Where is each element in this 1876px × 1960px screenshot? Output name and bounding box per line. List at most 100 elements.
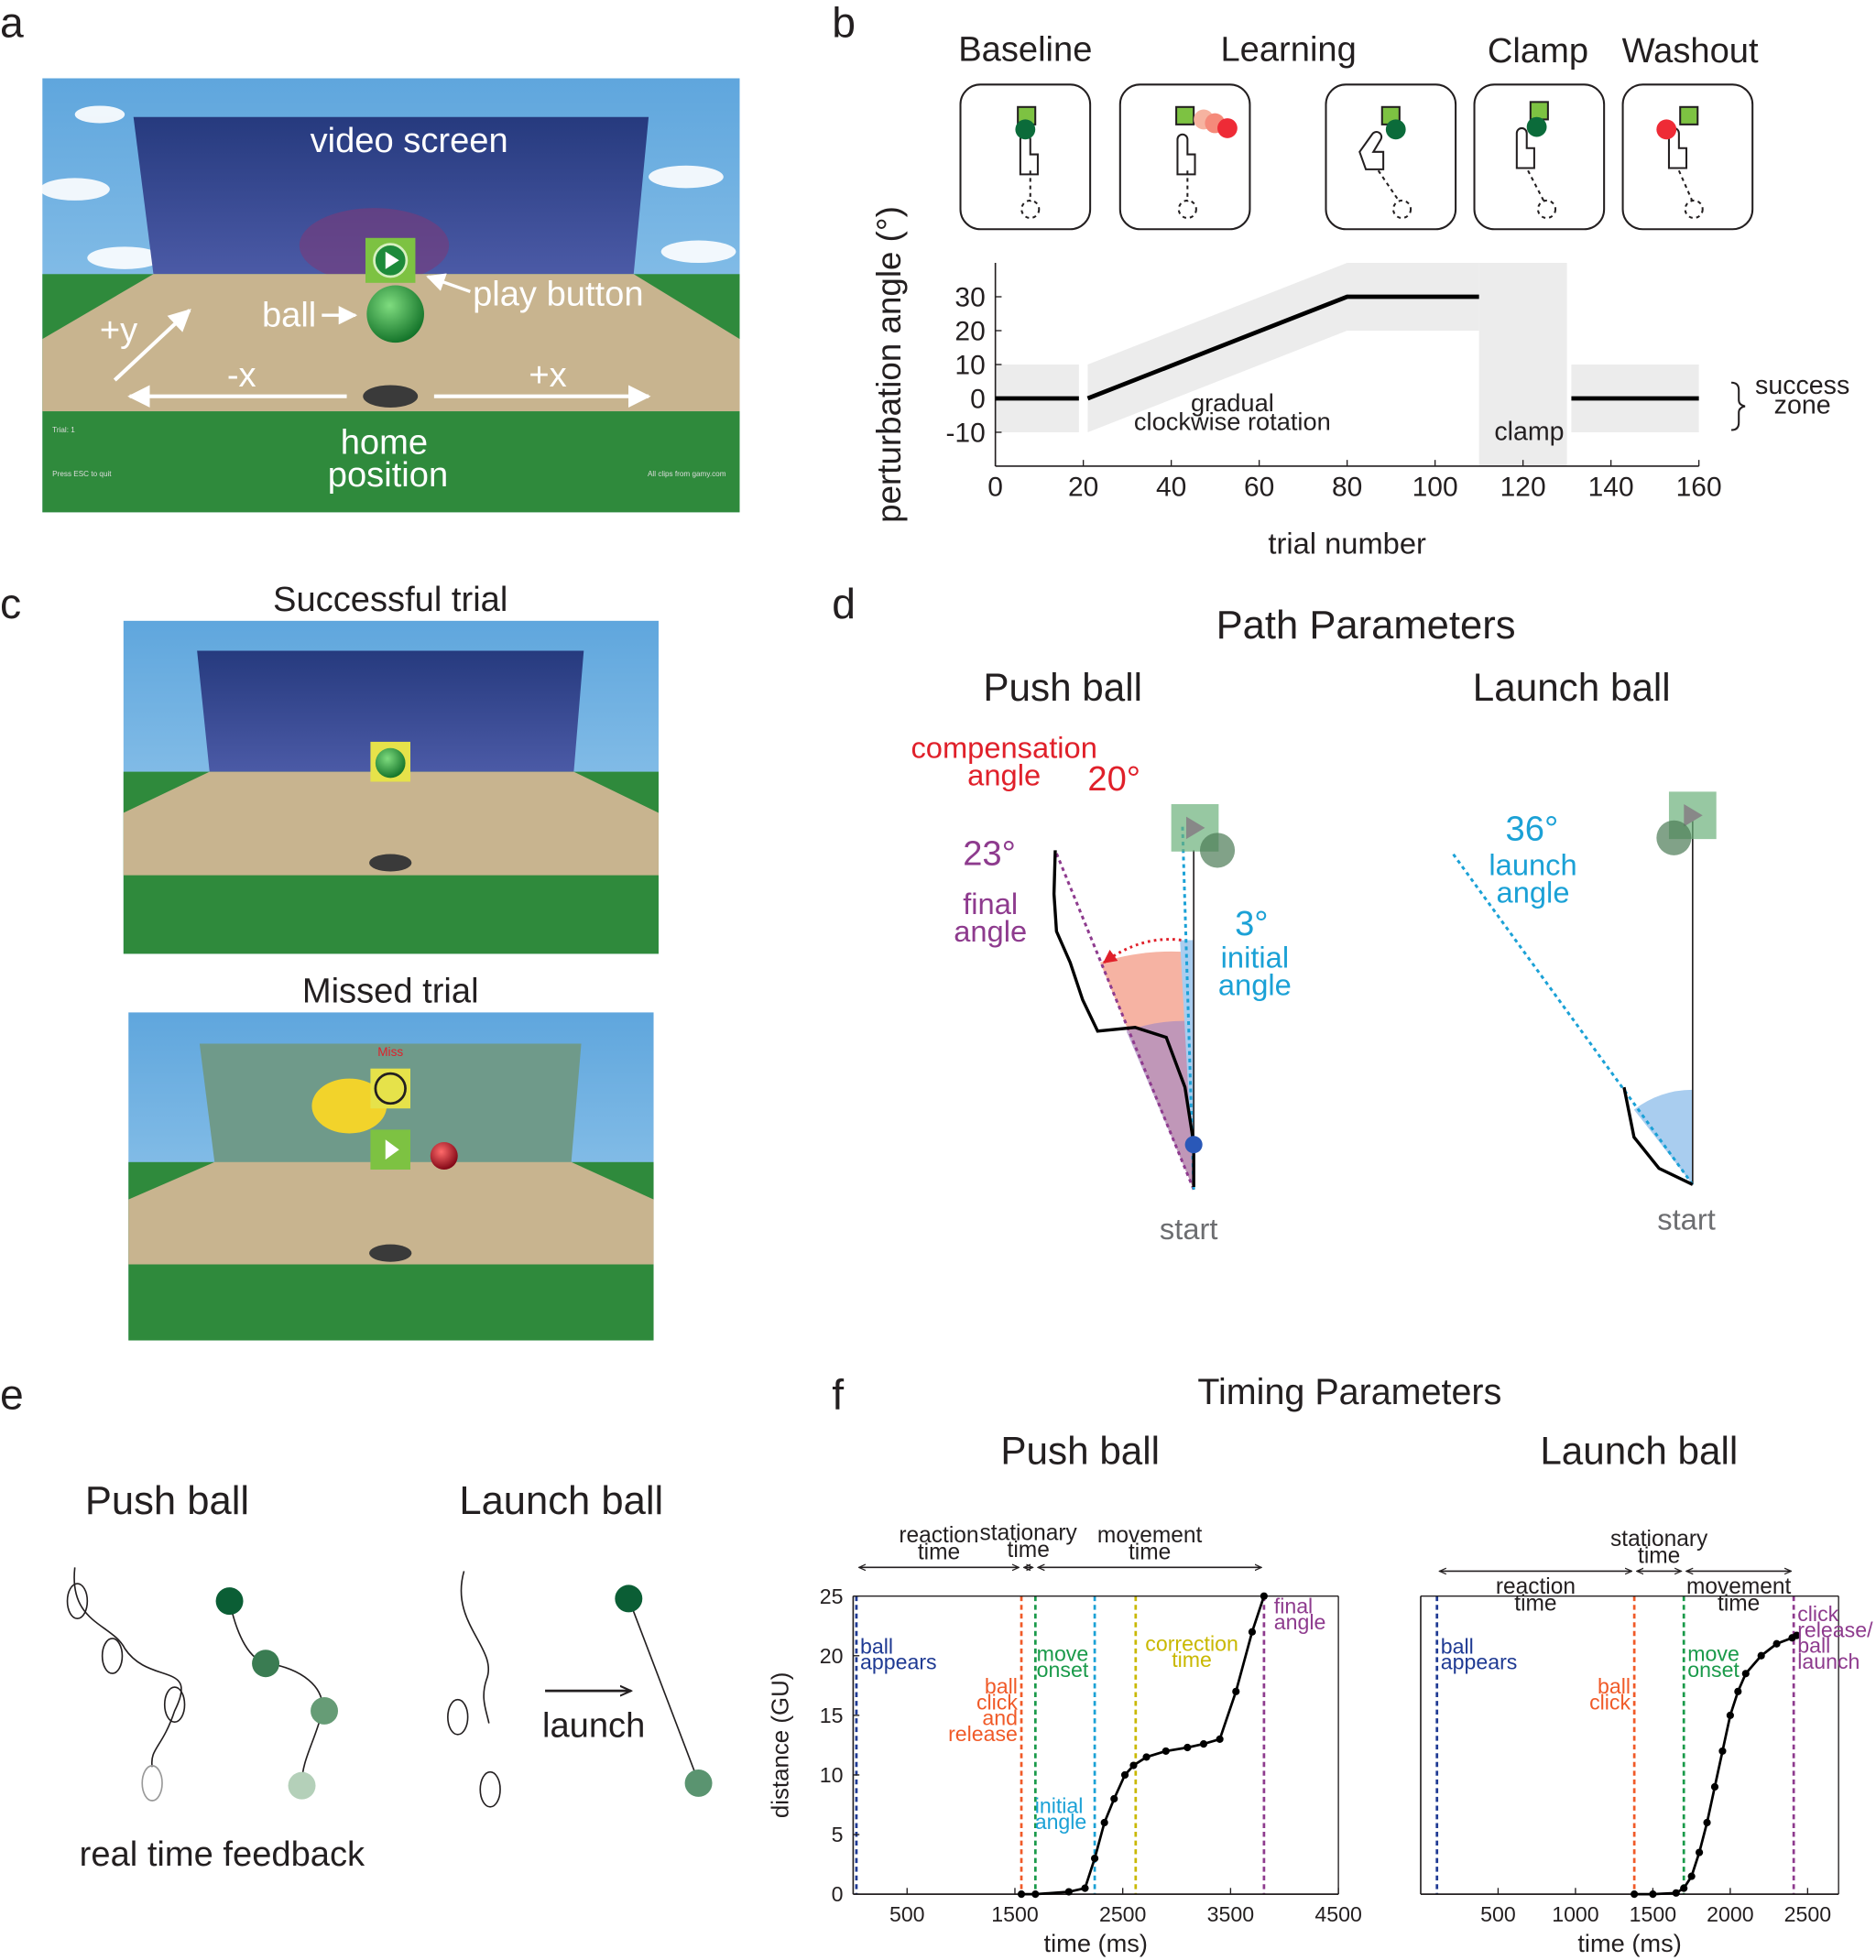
data-point	[1248, 1628, 1257, 1636]
data-point	[1120, 1770, 1129, 1780]
label-line: success	[1755, 371, 1849, 400]
y-tick-label: 5	[832, 1823, 844, 1846]
annotation: video screen	[311, 121, 508, 160]
data-point	[1710, 1782, 1719, 1791]
y-tick-label: 30	[954, 282, 985, 312]
annotation: final	[963, 887, 1018, 920]
subtitle: Push ball	[85, 1479, 249, 1523]
panel-label: e	[0, 1370, 24, 1418]
phase-label: Washout	[1622, 31, 1759, 71]
data-point	[1216, 1735, 1224, 1743]
y-tick-label: -10	[945, 418, 985, 448]
label-line: correction	[1145, 1632, 1238, 1656]
label-line: ball	[1598, 1674, 1631, 1698]
data-point	[1672, 1889, 1680, 1897]
label-line: time	[1718, 1591, 1760, 1616]
x-tick-label: 0	[987, 473, 1003, 503]
x-tick-label: 140	[1588, 473, 1634, 503]
y-tick-label: 20	[820, 1644, 844, 1668]
phase-label: movement time	[1686, 1574, 1792, 1616]
phase-label: movement time	[1097, 1523, 1203, 1564]
label-line: move	[1037, 1641, 1089, 1665]
label-line: click	[976, 1690, 1018, 1714]
annotation: angle	[967, 758, 1041, 792]
data-line	[995, 294, 1699, 401]
label-line: ball	[1441, 1634, 1474, 1658]
event-label: ball click and release	[948, 1674, 1018, 1746]
annotation: launch	[542, 1706, 645, 1746]
path-diagram	[1052, 791, 1717, 1191]
annotation: initial	[1221, 940, 1289, 974]
label-line: movement	[1686, 1574, 1792, 1599]
panel-label: d	[832, 580, 856, 627]
event-label: ball appears	[1441, 1634, 1518, 1673]
label-line: angle	[1274, 1610, 1326, 1634]
data-point	[1741, 1670, 1750, 1678]
label-line: angle	[1035, 1810, 1087, 1834]
label-line: click	[1797, 1602, 1838, 1626]
annotation: 23°	[963, 834, 1016, 874]
data-point	[1734, 1687, 1742, 1695]
chart: 500 1000 1500 2000 2500 time (ms) Launch ball	[1420, 1429, 1839, 1957]
game-text: All clips from gamy.com	[648, 470, 726, 478]
x-tick-label: 3500	[1207, 1902, 1254, 1926]
panel-label: f	[832, 1370, 844, 1418]
label-line: stationary	[980, 1520, 1078, 1545]
x-tick-label: 1500	[1630, 1902, 1676, 1926]
phase-label: Learning	[1220, 29, 1356, 69]
clamp-region	[1478, 263, 1567, 466]
annotation: angle	[954, 914, 1027, 948]
annotation: compensation	[911, 731, 1096, 765]
x-tick-label: 160	[1676, 473, 1722, 503]
data-point	[1100, 1818, 1108, 1827]
annotation: start	[1657, 1202, 1716, 1236]
y-tick-label: 0	[832, 1882, 844, 1906]
brace	[1730, 381, 1746, 431]
label-line: release/	[1797, 1617, 1873, 1641]
annotation: home	[341, 422, 428, 462]
y-tick-label: 15	[820, 1704, 844, 1727]
label-line: time	[1008, 1538, 1050, 1563]
success-band	[1087, 263, 1479, 432]
label-line: ball	[1797, 1634, 1830, 1658]
label-line: appears	[860, 1650, 937, 1674]
x-tick-label: 40	[1156, 473, 1186, 503]
label-line: time	[1638, 1544, 1680, 1569]
label-line: onset	[1687, 1658, 1740, 1682]
label-line: time	[1172, 1648, 1212, 1671]
label-line: ball	[985, 1674, 1018, 1698]
label-line: and	[982, 1706, 1018, 1730]
title: Path Parameters	[1216, 604, 1516, 648]
label-line: appears	[1441, 1650, 1518, 1674]
trial-screenshots	[123, 620, 659, 1341]
game-text: Press ESC to quit	[52, 470, 112, 478]
x-tick-label: 120	[1500, 473, 1546, 503]
annotation: clamp	[1494, 417, 1564, 446]
data-point	[1110, 1794, 1118, 1803]
panel-label: a	[0, 0, 24, 47]
data-point	[1260, 1592, 1268, 1600]
subtitle: Launch ball	[459, 1479, 663, 1523]
y-tick-label: 25	[820, 1584, 844, 1608]
data-point	[1649, 1890, 1657, 1899]
data-point	[1031, 1890, 1040, 1899]
event-label: ball appears	[860, 1634, 937, 1673]
annotation: -x	[227, 355, 256, 395]
x-tick-label: 1500	[991, 1902, 1038, 1926]
data-point	[1232, 1687, 1240, 1695]
label-line: zone	[1774, 390, 1831, 419]
x-tick-label: 500	[1480, 1902, 1516, 1926]
label-line: move	[1687, 1641, 1740, 1665]
game-text: Trial: 1	[52, 426, 75, 434]
label-line: ball	[860, 1634, 893, 1658]
y-tick-label: 10	[954, 350, 985, 380]
label-line: clockwise rotation	[1134, 407, 1331, 435]
event-label: initial angle	[1035, 1794, 1087, 1834]
event-label: move onset	[1037, 1641, 1089, 1681]
game-text: Miss	[377, 1045, 403, 1059]
phase-label: Baseline	[958, 29, 1092, 69]
phase-label: reaction time	[1496, 1574, 1576, 1616]
data-point	[1703, 1818, 1711, 1827]
